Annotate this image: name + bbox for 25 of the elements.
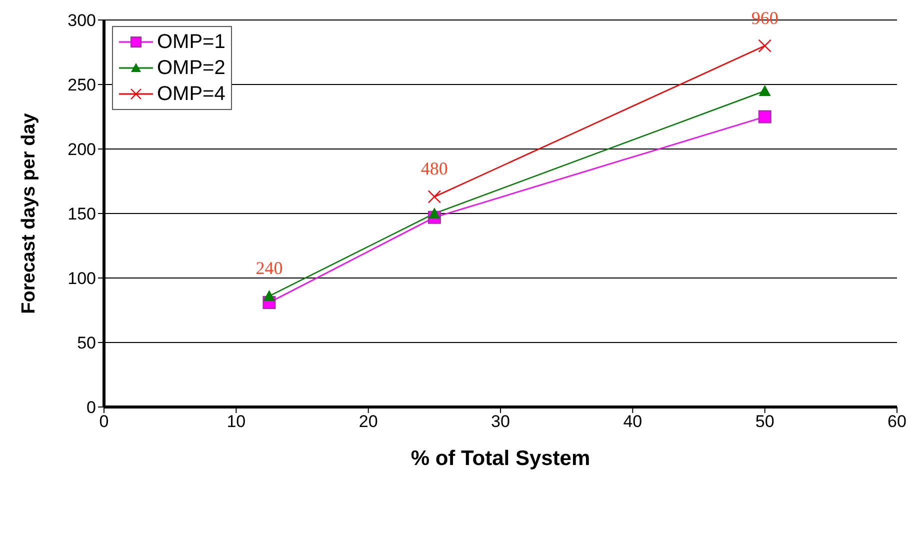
- legend-label: OMP=1: [157, 30, 226, 54]
- x-axis-title: % of Total System: [410, 447, 590, 470]
- x-tick-label: 10: [226, 412, 246, 432]
- point: [263, 290, 276, 302]
- y-tick-label: 150: [68, 204, 96, 224]
- legend-label: OMP=4: [157, 82, 226, 106]
- point: [758, 110, 772, 124]
- annotation: 480: [420, 158, 448, 179]
- x-tick-label: 20: [358, 412, 378, 432]
- legend-label: OMP=2: [157, 56, 226, 80]
- y-axis-title: Forecast days per day: [18, 112, 40, 314]
- y-tick-label: 0: [86, 398, 96, 418]
- x-tick-label: 0: [99, 412, 109, 432]
- annotation: 240: [256, 258, 283, 278]
- point: [758, 84, 771, 96]
- x-tick-label: 40: [623, 412, 642, 432]
- y-tick-label: 300: [68, 11, 96, 30]
- x-tick-label: 50: [755, 412, 774, 432]
- y-tick-label: 50: [77, 334, 96, 353]
- y-tick-label: 200: [68, 140, 96, 160]
- x-tick-label: 30: [491, 412, 510, 432]
- y-tick-label: 100: [68, 269, 96, 288]
- x-tick-label: 60: [888, 412, 906, 432]
- y-tick-label: 250: [68, 76, 96, 95]
- point: [428, 208, 440, 218]
